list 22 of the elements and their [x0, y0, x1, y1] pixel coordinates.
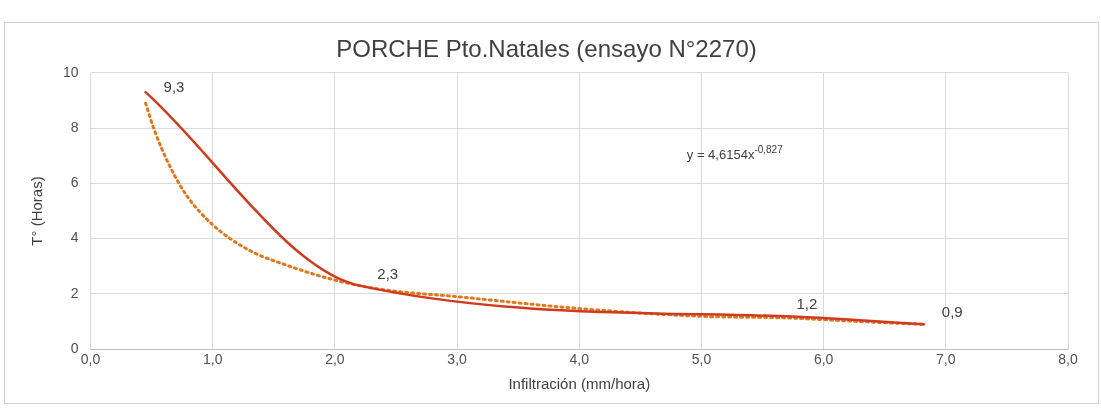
y-tick-label: 6 [70, 174, 79, 191]
y-tick-label: 10 [62, 63, 79, 80]
x-tick-label: 4,0 [569, 351, 590, 368]
data-label: 9,3 [163, 78, 185, 96]
y-axis-title: T° (Horas) [28, 176, 46, 246]
x-tick-label: 3,0 [447, 351, 468, 368]
x-tick-label: 6,0 [813, 351, 834, 368]
x-tick-label: 2,0 [325, 351, 345, 368]
x-tick-label: 7,0 [936, 351, 956, 368]
x-axis-title: Infiltración (mm/hora) [508, 375, 651, 393]
x-tick-label: 1,0 [203, 351, 223, 368]
y-tick-label: 8 [70, 118, 79, 135]
x-tick-label: 0,0 [80, 351, 101, 368]
data-label: 1,2 [796, 295, 818, 313]
data-label: 0,9 [941, 303, 963, 321]
x-tick-label: 8,0 [1058, 351, 1078, 368]
y-tick-label: 0 [70, 340, 79, 357]
y-tick-label: 2 [70, 284, 79, 301]
chart-title: PORCHE Pto.Natales (ensayo N°2270) [336, 35, 757, 63]
x-tick-label: 5,0 [691, 351, 712, 368]
data-label: 2,3 [377, 264, 399, 282]
y-tick-label: 4 [70, 229, 79, 246]
